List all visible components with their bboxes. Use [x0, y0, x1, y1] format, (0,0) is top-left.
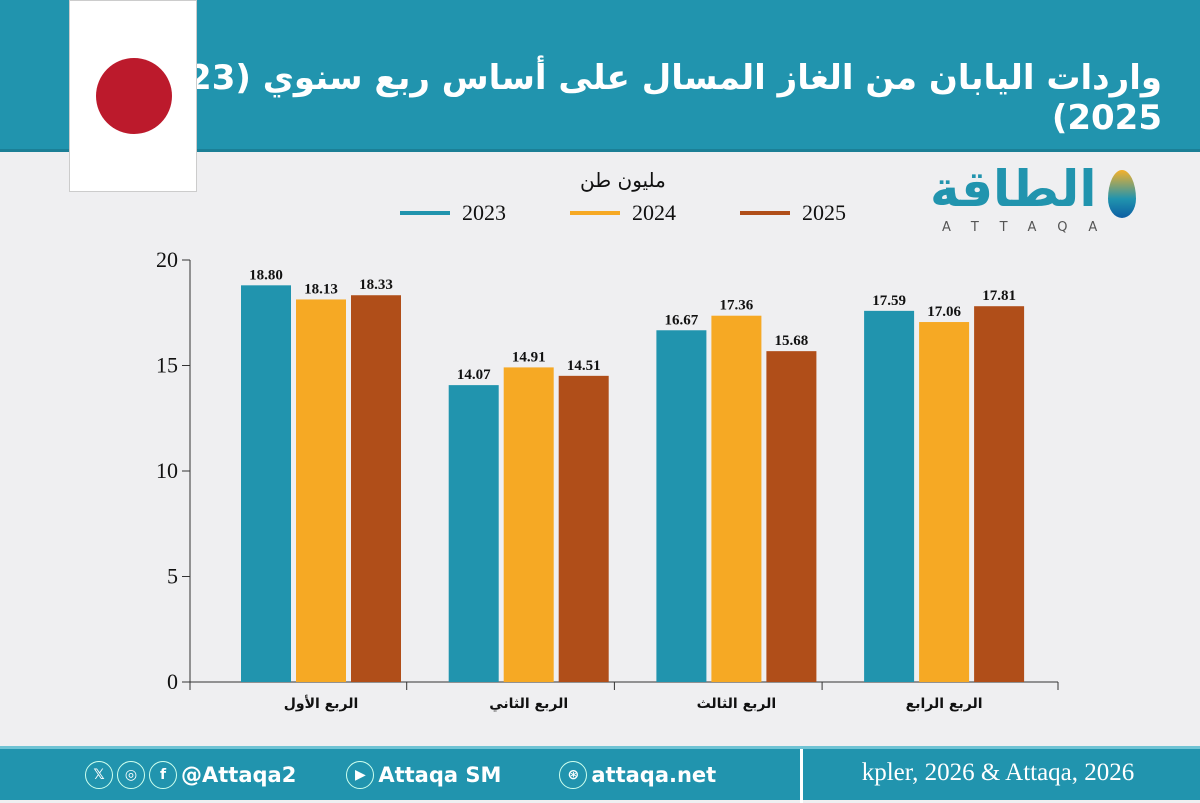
youtube-handle[interactable]: Attaqa SM [378, 763, 502, 787]
bar-2023 [656, 330, 707, 682]
bar-2024 [919, 322, 970, 682]
y-tick-label: 0 [167, 669, 178, 694]
attaqa-logo: الطاقة ATTAQA [930, 160, 1180, 240]
footer-divider [800, 749, 803, 803]
data-label: 15.68 [775, 333, 809, 349]
japan-flag [69, 0, 197, 192]
data-label: 16.67 [665, 312, 699, 328]
y-tick-label: 10 [156, 458, 178, 483]
bar-2023 [864, 310, 915, 682]
legend-label: 2023 [462, 200, 506, 225]
data-label: 17.06 [927, 304, 961, 320]
y-tick-label: 15 [156, 353, 178, 378]
data-label: 14.51 [567, 358, 601, 374]
legend-swatch [570, 211, 620, 215]
y-tick-label: 20 [156, 247, 178, 272]
legend-item-2023: 2023 [400, 200, 570, 226]
logo-drop-icon [1108, 170, 1136, 218]
y-tick-label: 5 [167, 564, 178, 589]
youtube-icon[interactable]: ▶ [346, 761, 375, 789]
bar-2024 [711, 315, 762, 682]
x-category-label: الربع الثاني [489, 696, 568, 712]
data-label: 14.91 [512, 349, 546, 365]
y-axis-unit: مليون طن [580, 168, 666, 192]
bar-2024 [296, 299, 346, 682]
bar-2025 [974, 306, 1025, 682]
legend-swatch [400, 211, 450, 215]
social-links: 𝕏 ◎ f @Attaqa2 ▶ Attaqa SM ⊛ attaqa.net [85, 761, 716, 789]
x-category-label: الربع الأول [284, 695, 359, 712]
bar-2024 [503, 367, 554, 682]
data-label: 14.07 [457, 367, 491, 383]
header-banner: واردات اليابان من الغاز المسال على أساس … [0, 0, 1200, 152]
legend-swatch [740, 211, 790, 215]
data-label: 17.36 [720, 298, 754, 314]
legend-label: 2024 [632, 200, 676, 225]
bar-2025 [351, 295, 401, 682]
logo-latin: ATTAQA [942, 220, 1119, 235]
bar-2025 [766, 351, 817, 682]
source-text: kpler, 2026 & Attaqa, 2026 [861, 759, 1135, 786]
legend-item-2025: 2025 [740, 200, 910, 226]
bar-2025 [558, 375, 609, 682]
legend: 2023 2024 2025 [400, 200, 910, 226]
logo-arabic: الطاقة [930, 160, 1097, 218]
data-label: 17.59 [872, 293, 906, 309]
legend-item-2024: 2024 [570, 200, 740, 226]
x-icon[interactable]: 𝕏 [85, 761, 113, 789]
bar-2023 [448, 385, 499, 682]
legend-label: 2025 [802, 200, 846, 225]
x-handle[interactable]: @Attaqa2 [181, 763, 297, 787]
instagram-icon[interactable]: ◎ [117, 761, 145, 789]
data-label: 17.81 [982, 288, 1016, 304]
globe-icon[interactable]: ⊛ [559, 761, 588, 789]
data-label: 18.33 [359, 277, 393, 293]
website-link[interactable]: attaqa.net [591, 763, 717, 787]
x-category-label: الربع الثالث [697, 696, 777, 712]
flag-sun [96, 58, 172, 134]
footer: 𝕏 ◎ f @Attaqa2 ▶ Attaqa SM ⊛ attaqa.net … [0, 746, 1200, 803]
bar-2023 [241, 285, 291, 682]
data-label: 18.80 [249, 267, 283, 283]
x-category-label: الربع الرابع [906, 696, 983, 712]
data-label: 18.13 [304, 281, 338, 297]
facebook-icon[interactable]: f [149, 761, 177, 789]
